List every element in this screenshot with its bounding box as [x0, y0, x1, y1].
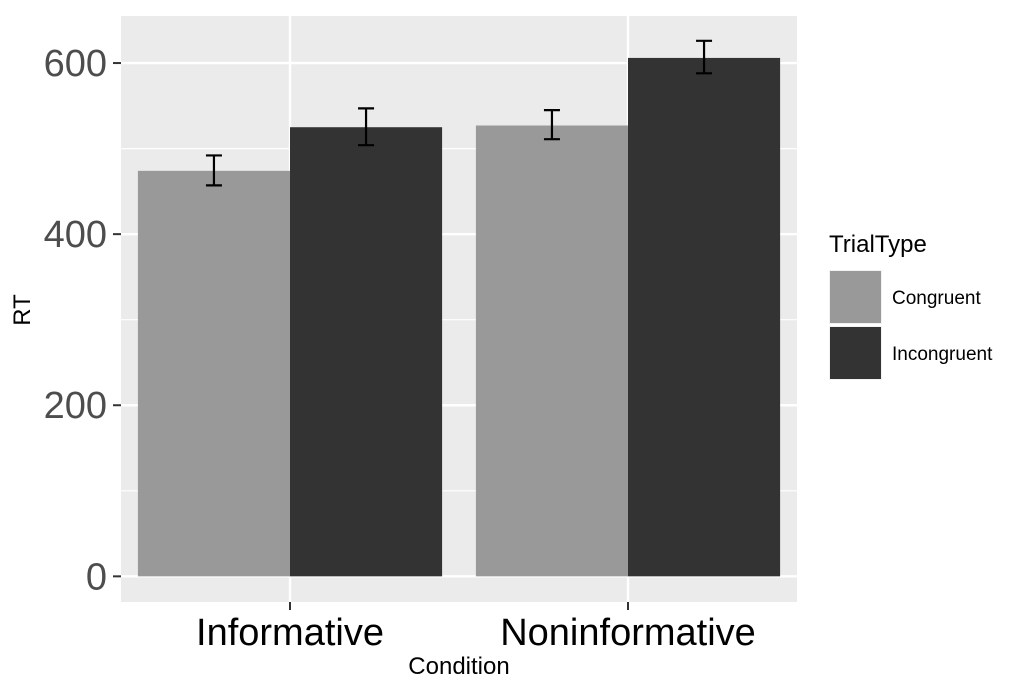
error-bar: [696, 39, 713, 75]
bar-incongruent-noninformative: [628, 57, 781, 577]
y-tick-label: 400: [44, 214, 107, 256]
legend-swatch: [830, 271, 881, 323]
error-bar: [358, 107, 375, 147]
y-tick-label: 200: [44, 385, 107, 427]
legend-items: Congruent Incongruent: [829, 270, 993, 380]
bars: [137, 57, 781, 577]
x-axis: Informative Noninformative: [196, 602, 756, 654]
legend-title: TrialType: [829, 231, 927, 258]
x-axis-title: Condition: [408, 653, 509, 679]
x-tick-label: Noninformative: [500, 612, 756, 654]
legend-label: Congruent: [892, 288, 981, 309]
y-axis: 0 200 400 600: [44, 43, 121, 598]
x-tick-label: Informative: [196, 612, 384, 654]
legend-item: Incongruent: [829, 326, 993, 380]
bar-congruent-noninformative: [475, 125, 628, 577]
y-tick-label: 0: [86, 556, 107, 598]
legend-label: Incongruent: [892, 344, 993, 365]
error-bars: [205, 39, 713, 187]
error-bar: [543, 109, 560, 141]
y-tick-label: 600: [44, 43, 107, 85]
bar-congruent-informative: [137, 170, 290, 577]
legend-swatch: [830, 327, 881, 379]
y-axis-title: RT: [9, 294, 36, 326]
error-bar: [205, 154, 222, 187]
bar-incongruent-informative: [290, 127, 443, 577]
legend: TrialType Congruent Incongruent: [829, 231, 993, 380]
legend-item: Congruent: [829, 270, 981, 324]
